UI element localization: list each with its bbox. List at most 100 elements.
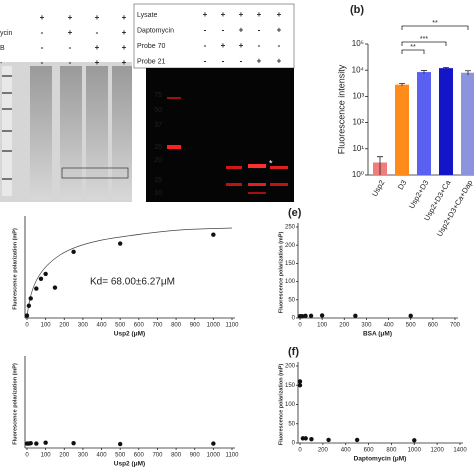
data-point: [28, 440, 33, 446]
x-tick-label: 500: [406, 323, 417, 329]
bar: [395, 84, 409, 175]
ladder-label: 15: [154, 177, 162, 184]
x-tick-label: 300: [78, 323, 89, 329]
table-symbol: +: [277, 57, 282, 66]
x-tick-label: 800: [171, 453, 182, 459]
table-symbol: -: [41, 28, 44, 37]
table-symbol: +: [257, 57, 262, 66]
x-tick-label: 1100: [226, 323, 240, 329]
data-point: [303, 436, 308, 441]
data-point: [412, 438, 417, 443]
table-symbol: +: [277, 10, 282, 19]
x-tick-label: 300: [361, 323, 372, 329]
data-point: [309, 436, 314, 442]
y-tick-label: 10⁰: [352, 170, 364, 179]
red-bands: [167, 97, 288, 194]
x-axis-label: Usp2 (μM): [114, 461, 145, 468]
data-point: [297, 379, 303, 384]
x-tick-label: 1400: [453, 448, 467, 454]
table-symbol: +: [68, 13, 73, 22]
x-tick-label: 200: [318, 448, 329, 454]
y-tick-label: 100: [285, 402, 296, 408]
x-tick-label: 0: [25, 453, 29, 459]
y-tick-label: 10³: [352, 92, 364, 101]
y-tick-label: 0: [292, 316, 296, 322]
y-tick-label: 100: [285, 279, 296, 285]
ladder-bands: [2, 75, 12, 180]
y-tick-label: 150: [285, 383, 296, 389]
data-point: [26, 303, 32, 308]
data-point: [117, 441, 123, 447]
data-point: [211, 232, 216, 237]
data-point: [117, 241, 123, 246]
table-symbol: -: [69, 43, 72, 52]
gel-lane: [60, 66, 82, 200]
y-tick-label: 10⁴: [352, 65, 365, 74]
data-point: [297, 383, 303, 388]
x-tick-label: 600: [134, 453, 145, 459]
table-symbol: -: [204, 26, 207, 35]
table-symbol: +: [40, 13, 45, 22]
row-label: ycin: [0, 30, 13, 37]
table-symbol: +: [221, 10, 226, 19]
y-tick-label: 200: [285, 364, 296, 370]
x-tick-label: 800: [171, 323, 182, 329]
data-point: [408, 313, 413, 319]
table-symbol: -: [222, 57, 225, 66]
y-tick-label: 250: [285, 225, 296, 231]
y-axis-label: Fluorescence polarization (mP): [12, 228, 18, 310]
y-axis-label: Fluorescence polarization (mP): [278, 364, 284, 446]
gel-lane: [86, 66, 108, 200]
table-symbol: +: [221, 41, 226, 50]
bar: [461, 72, 474, 175]
highlight-box: [61, 167, 129, 179]
x-tick-label: 300: [78, 453, 89, 459]
table-symbol: +: [95, 13, 100, 22]
row-label: B: [0, 45, 5, 52]
band-star: *: [269, 158, 273, 168]
bar: [417, 72, 431, 175]
x-tick-label: 100: [41, 453, 52, 459]
table-symbol: +: [239, 10, 244, 19]
significance-bracket: [401, 49, 425, 54]
error-bar: [377, 156, 383, 175]
x-tick-label: Usp2: [370, 178, 387, 198]
data-point: [52, 285, 58, 290]
data-point: [71, 249, 76, 255]
fit-curve: [26, 227, 233, 319]
y-tick-label: 150: [285, 261, 296, 267]
table-symbol: +: [68, 28, 73, 37]
row-label: Daptomycin: [137, 27, 174, 34]
x-tick-label: 0: [25, 323, 29, 329]
ladder-label: 50: [154, 107, 162, 114]
x-tick-label: 400: [341, 448, 352, 454]
table-symbol: +: [122, 13, 127, 22]
table-symbol: +: [203, 10, 208, 19]
panel-label: (f): [288, 346, 299, 358]
table-symbol: -: [240, 57, 243, 66]
y-tick-label: 50: [288, 421, 295, 427]
y-axis-label: Fluorescence polarization (mP): [12, 363, 18, 445]
x-tick-label: 700: [450, 323, 461, 329]
table-symbol: +: [239, 41, 244, 50]
table-symbol: -: [41, 43, 44, 52]
x-tick-label: 400: [384, 323, 395, 329]
x-axis-label: Usp2 (μM): [114, 331, 145, 338]
x-tick-label: 1100: [226, 453, 240, 459]
significance-label: ***: [420, 36, 428, 43]
annotation: Kd= 68.00±6.27μM: [90, 277, 175, 288]
gel-lane: [112, 66, 132, 200]
x-tick-label: 400: [97, 323, 108, 329]
x-tick-label: 100: [317, 323, 328, 329]
bar: [439, 68, 453, 175]
data-point: [353, 313, 358, 319]
x-tick-label: 800: [386, 448, 397, 454]
gel-image: [146, 68, 294, 202]
row-label: Lysate: [137, 12, 157, 19]
table-symbol: -: [41, 58, 44, 67]
table-symbol: -: [69, 58, 72, 67]
x-tick-label: 500: [115, 323, 126, 329]
table-symbol: -: [258, 26, 261, 35]
significance-label: **: [432, 20, 438, 27]
